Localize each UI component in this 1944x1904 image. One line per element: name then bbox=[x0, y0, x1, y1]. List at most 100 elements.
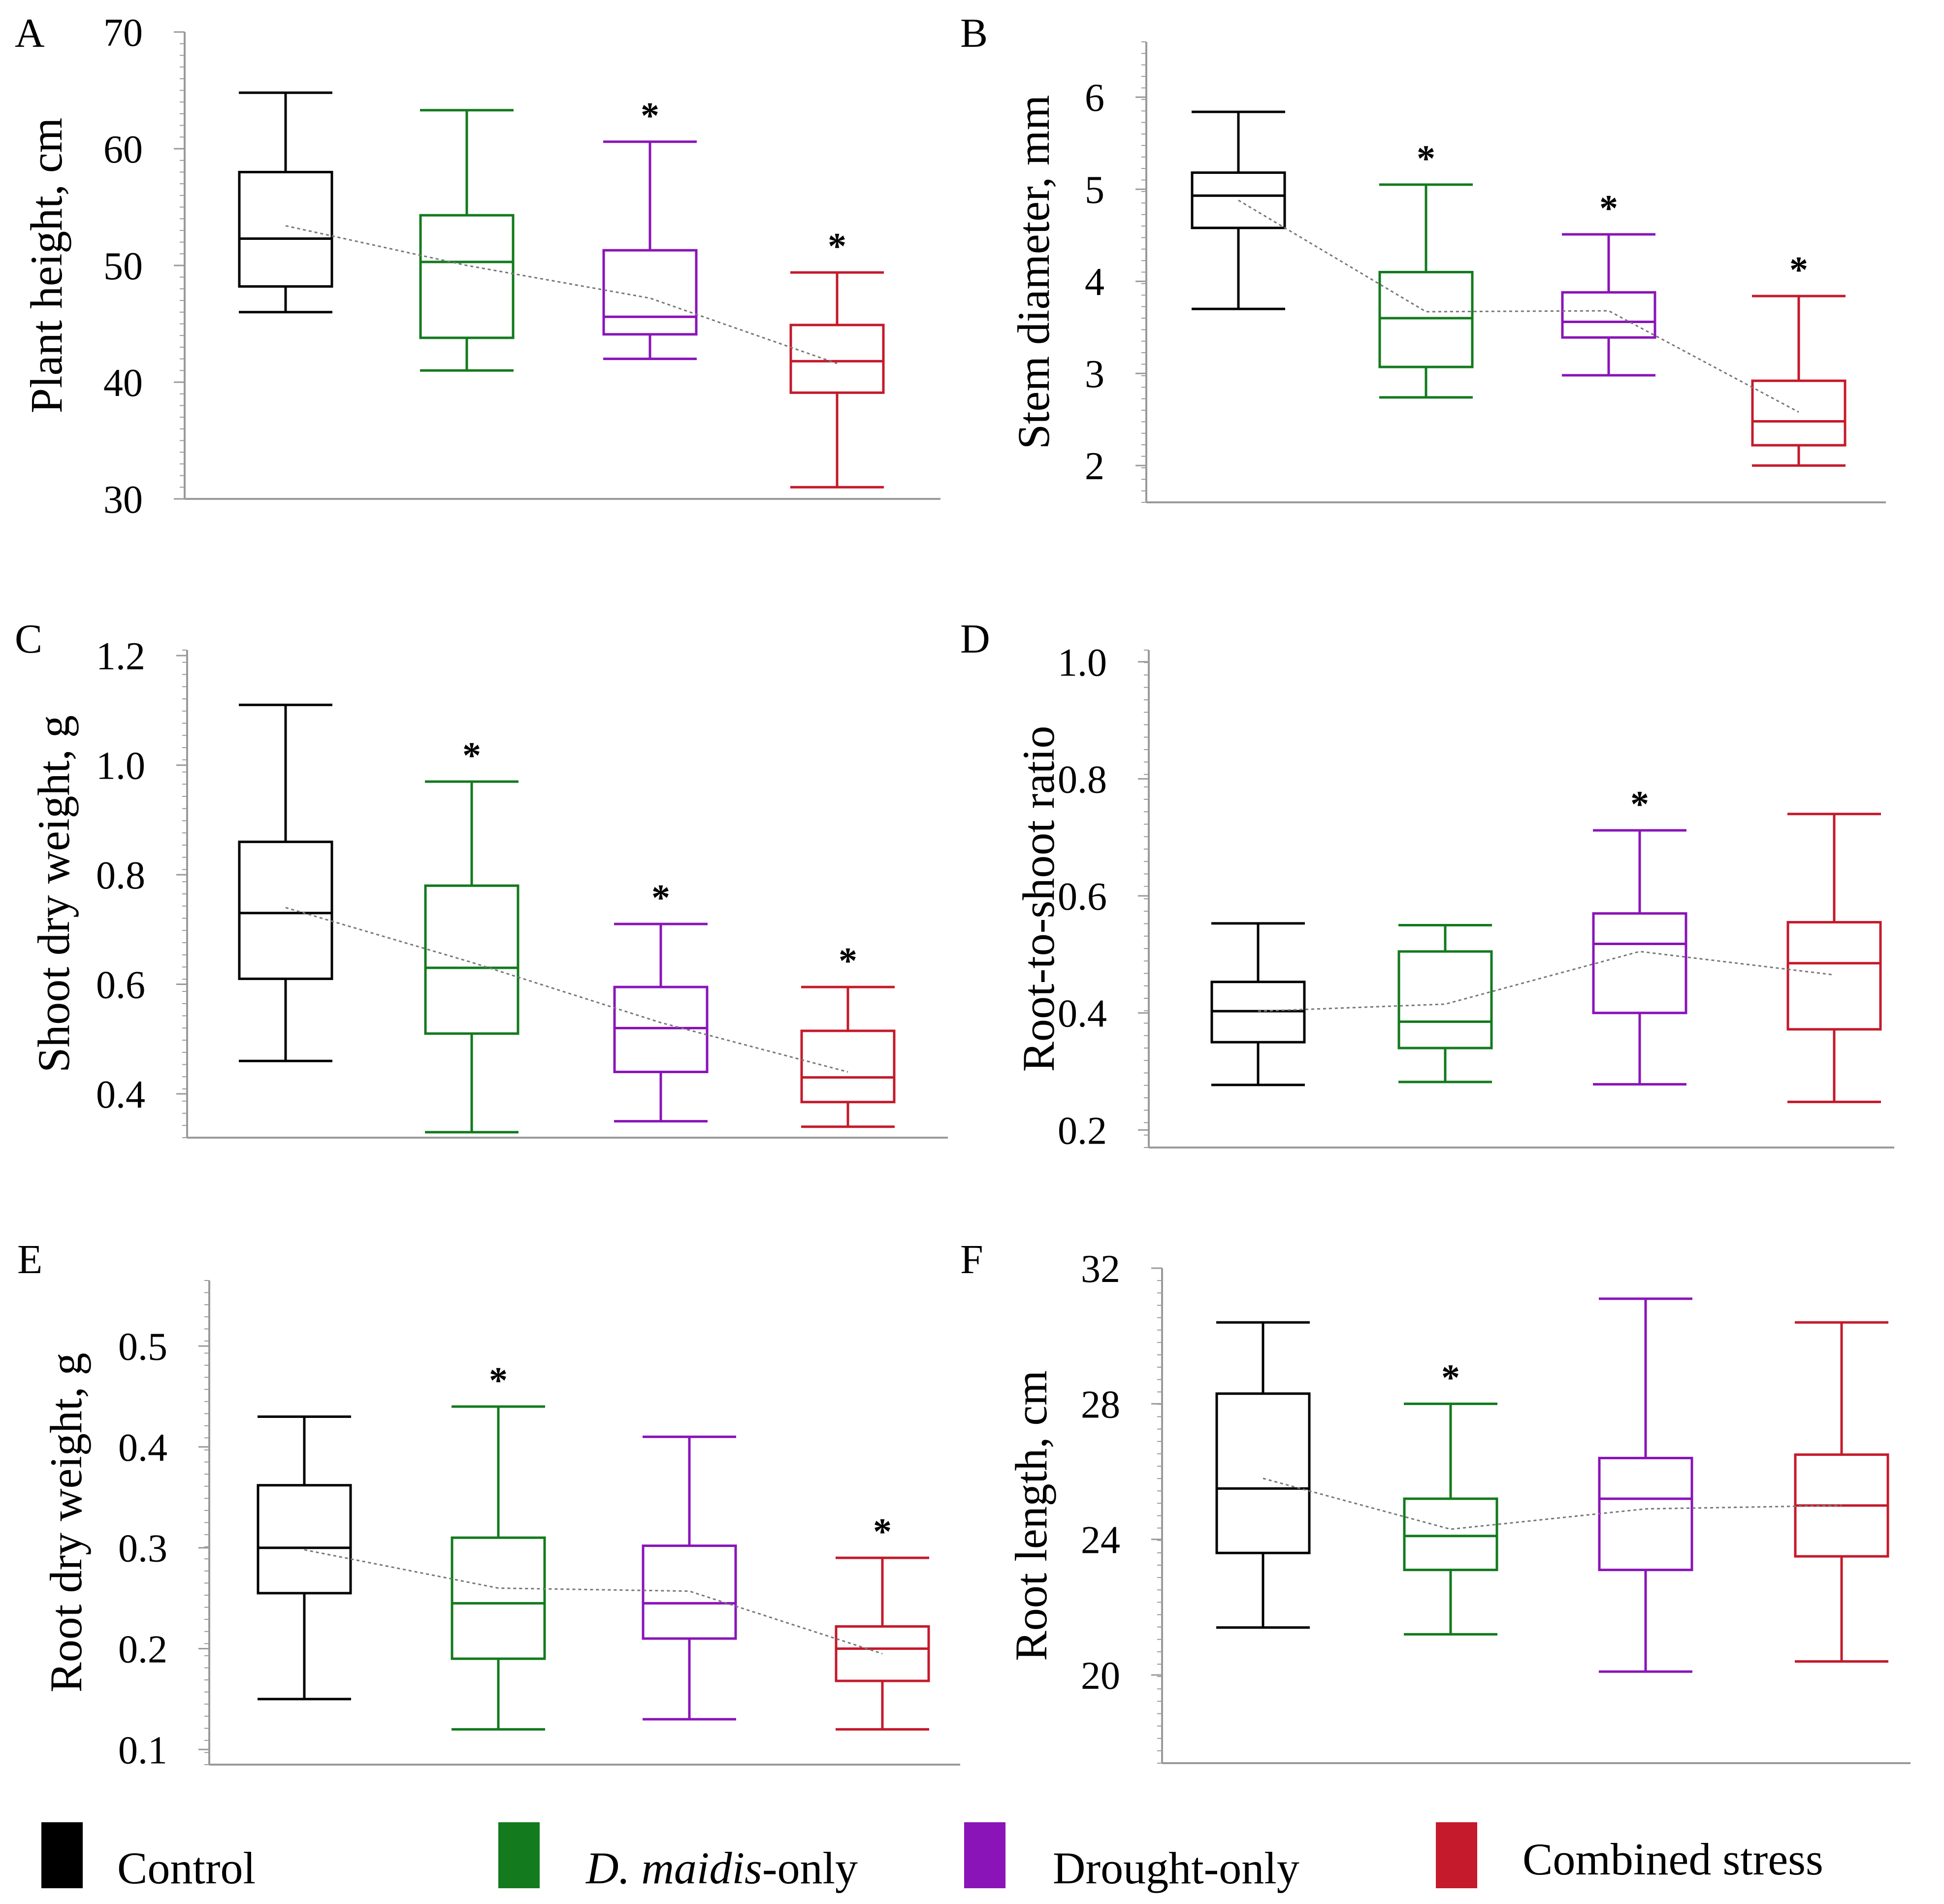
legend-swatch-d-maidis bbox=[498, 1822, 540, 1888]
panel-e-tick-label: 0.3 bbox=[118, 1527, 167, 1571]
panel-d-box-control bbox=[1210, 922, 1306, 1086]
panel-d-tick-label: 0.4 bbox=[1058, 992, 1107, 1036]
iqr-box bbox=[424, 884, 519, 1035]
iqr-box bbox=[238, 170, 333, 288]
panel-e-box-control bbox=[257, 1415, 352, 1701]
panel-a-tick-label: 70 bbox=[103, 11, 143, 55]
iqr-box bbox=[1215, 1392, 1311, 1554]
iqr-box bbox=[602, 249, 698, 336]
significance-asterisk: * bbox=[489, 1360, 508, 1401]
panel-a: 30 40 50 60 70 A Plant height, cm * * bbox=[15, 10, 940, 522]
panel-c-tick-label: 1.0 bbox=[96, 745, 145, 788]
panel-b-tick-label: 4 bbox=[1085, 261, 1104, 304]
iqr-box bbox=[1397, 950, 1493, 1050]
iqr-box bbox=[1598, 1456, 1693, 1572]
iqr-box bbox=[642, 1544, 737, 1640]
panel-a-mean-trend bbox=[285, 225, 838, 364]
iqr-box bbox=[1751, 379, 1847, 447]
panel-e-box-drought bbox=[642, 1435, 737, 1721]
iqr-box bbox=[238, 840, 333, 980]
panel-f-tick-label: 28 bbox=[1081, 1383, 1120, 1426]
panel-f-tick-label: 20 bbox=[1081, 1654, 1120, 1698]
panel-b-tick-label: 3 bbox=[1085, 353, 1104, 396]
panel-c: 0.4 0.6 0.8 1.0 1.2 C Shoot dry weight, g * * * bbox=[15, 616, 948, 1139]
panel-e-tick-label: 0.5 bbox=[118, 1325, 167, 1369]
panel-e: 0.1 0.2 0.3 0.4 0.5 E Root dry weight, g * * bbox=[17, 1237, 960, 1772]
panel-e-letter: E bbox=[17, 1237, 42, 1282]
iqr-box bbox=[835, 1625, 930, 1682]
legend-label-d-maidis: D. maidis-only bbox=[586, 1842, 858, 1894]
iqr-box bbox=[613, 985, 709, 1074]
panel-c-tick-label: 0.8 bbox=[96, 854, 145, 897]
iqr-box bbox=[800, 1029, 896, 1104]
panel-f-tick-label: 24 bbox=[1081, 1519, 1120, 1562]
iqr-box bbox=[1378, 271, 1474, 368]
panel-a-tick-label: 50 bbox=[103, 245, 143, 288]
significance-asterisk: * bbox=[1441, 1357, 1460, 1398]
panel-d-y-label: Root-to-shoot ratio bbox=[1013, 726, 1064, 1072]
panel-e-box-combined: * bbox=[835, 1511, 930, 1731]
iqr-box bbox=[419, 214, 515, 339]
panel-e-tick-label: 0.1 bbox=[118, 1729, 167, 1772]
panel-d-tick-label: 0.8 bbox=[1058, 758, 1107, 801]
legend-label-control: Control bbox=[117, 1843, 256, 1893]
panel-f-box-combined bbox=[1794, 1321, 1889, 1663]
iqr-box bbox=[789, 324, 885, 394]
panel-a-tick-label: 30 bbox=[103, 478, 143, 522]
panel-a-box-d-maidis bbox=[419, 109, 515, 372]
panel-d: 0.2 0.4 0.6 0.8 1.0 D Root-to-shoot ratio * bbox=[960, 616, 1894, 1152]
significance-asterisk: * bbox=[1417, 138, 1435, 179]
panel-b-letter: B bbox=[960, 10, 988, 56]
panel-a-tick-label: 40 bbox=[103, 361, 143, 405]
panel-c-box-control bbox=[238, 703, 333, 1062]
significance-asterisk: * bbox=[651, 877, 670, 919]
panel-a-box-drought: * bbox=[602, 95, 698, 361]
panel-f-box-d-maidis: * bbox=[1403, 1357, 1498, 1636]
panel-c-tick-label: 0.6 bbox=[96, 964, 145, 1007]
panel-f-letter: F bbox=[960, 1237, 983, 1282]
panel-b-mean-trend bbox=[1238, 199, 1799, 413]
panel-b-box-drought: * bbox=[1561, 188, 1656, 377]
panel-d-tick-label: 0.2 bbox=[1058, 1109, 1107, 1152]
iqr-box bbox=[1592, 912, 1687, 1015]
legend-label-d-maidis-species: D. maidis bbox=[586, 1843, 762, 1893]
panel-c-tick-label: 1.2 bbox=[96, 635, 145, 678]
legend-label-combined: Combined stress bbox=[1523, 1834, 1823, 1884]
panel-c-box-d-maidis: * bbox=[424, 735, 519, 1134]
panel-f: 20 24 28 32 F Root length, cm * bbox=[960, 1237, 1911, 1764]
iqr-box bbox=[451, 1536, 546, 1660]
significance-asterisk: * bbox=[828, 226, 846, 267]
significance-asterisk: * bbox=[462, 735, 481, 776]
panel-d-box-combined bbox=[1786, 813, 1882, 1103]
iqr-box bbox=[1561, 291, 1656, 339]
panel-d-box-drought: * bbox=[1592, 784, 1687, 1086]
panel-c-box-drought: * bbox=[613, 877, 709, 1123]
legend: Control D. maidis-only Drought-only Comb… bbox=[0, 1822, 1944, 1904]
panel-b-tick-label: 6 bbox=[1085, 76, 1104, 120]
panel-b: 2 3 4 5 6 B Stem diameter, mm * * * bbox=[960, 10, 1886, 503]
panel-c-tick-label: 0.4 bbox=[96, 1073, 145, 1116]
legend-swatch-control bbox=[41, 1822, 83, 1888]
significance-asterisk: * bbox=[641, 95, 659, 136]
panel-a-tick-label: 60 bbox=[103, 128, 143, 171]
legend-swatch-drought bbox=[964, 1822, 1005, 1888]
legend-swatch-combined bbox=[1436, 1822, 1477, 1888]
iqr-box bbox=[1191, 171, 1286, 230]
panel-c-y-label: Shoot dry weight, g bbox=[29, 715, 79, 1073]
panel-b-tick-label: 5 bbox=[1085, 168, 1104, 212]
panel-b-box-d-maidis: * bbox=[1378, 138, 1474, 399]
panel-b-y-label: Stem diameter, mm bbox=[1008, 95, 1059, 449]
panel-d-tick-label: 1.0 bbox=[1058, 641, 1107, 685]
significance-asterisk: * bbox=[839, 940, 857, 982]
significance-asterisk: * bbox=[1630, 784, 1649, 825]
iqr-box bbox=[257, 1484, 352, 1595]
panel-a-box-control bbox=[238, 91, 333, 314]
panel-e-box-d-maidis: * bbox=[451, 1360, 546, 1731]
panel-b-tick-label: 2 bbox=[1085, 445, 1104, 488]
iqr-box bbox=[1786, 921, 1882, 1031]
legend-label-drought: Drought-only bbox=[1053, 1843, 1299, 1893]
panel-f-box-control bbox=[1215, 1321, 1311, 1629]
panel-d-tick-label: 0.6 bbox=[1058, 875, 1107, 919]
panel-d-letter: D bbox=[960, 616, 990, 662]
